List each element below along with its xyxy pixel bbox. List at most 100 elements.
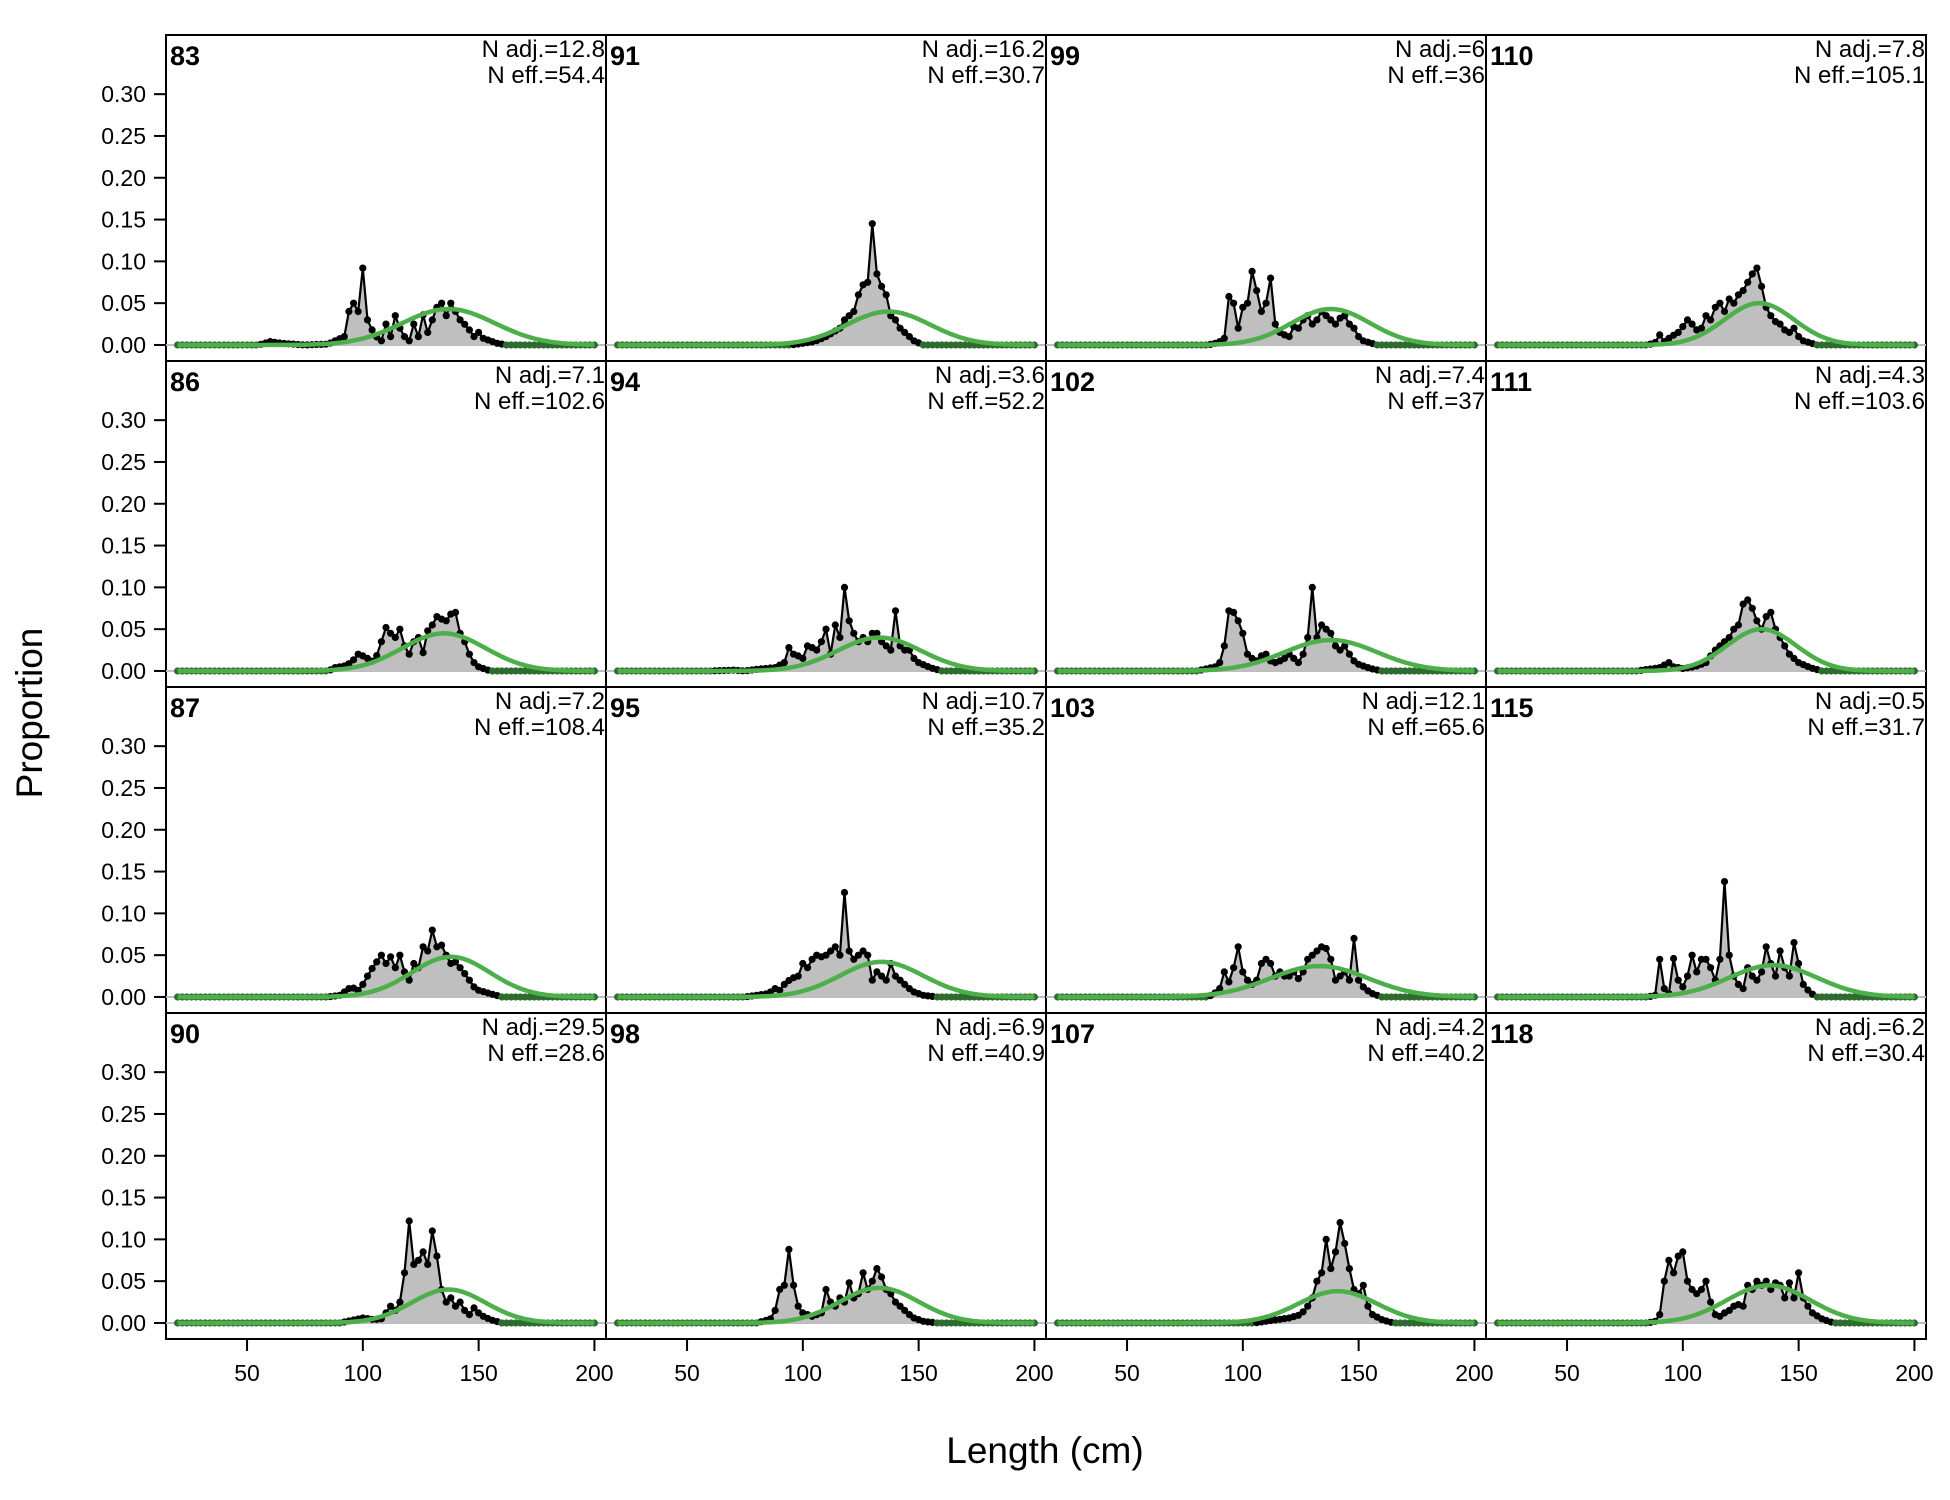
observed-point: [1670, 954, 1678, 963]
observed-point: [465, 976, 473, 984]
panel-frame: [1045, 360, 1487, 688]
observed-point: [1660, 1277, 1668, 1285]
observed-point: [1660, 985, 1668, 993]
observed-point: [1327, 955, 1335, 963]
observed-point: [1345, 650, 1353, 658]
observed-point: [1257, 959, 1265, 968]
observed-point: [350, 299, 358, 307]
observed-point: [859, 1269, 867, 1277]
observed-point: [1230, 299, 1238, 307]
expected-line: [1497, 626, 1915, 674]
observed-point: [414, 1256, 422, 1264]
observed-point: [1748, 972, 1756, 980]
observed-point: [470, 333, 478, 341]
x-tick-label: 200: [1455, 1360, 1493, 1386]
x-tick-label: 100: [784, 1360, 822, 1386]
observed-point: [1753, 617, 1761, 625]
panel-label: 111: [1490, 367, 1532, 397]
observed-point: [901, 328, 909, 336]
observed-point: [845, 617, 853, 625]
y-tick-label: 0.15: [101, 207, 146, 233]
observed-point: [1767, 608, 1775, 617]
observed-point: [845, 312, 853, 320]
observed-point: [410, 959, 418, 968]
observed-point: [391, 964, 399, 972]
y-tick-label: 0.10: [101, 900, 146, 926]
observed-point: [405, 650, 413, 658]
expected-line: [617, 309, 1035, 348]
observed-point: [1280, 654, 1289, 663]
panel-label: 94: [610, 367, 640, 397]
observed-point: [1220, 968, 1228, 976]
observed-point: [887, 646, 895, 654]
observed-point: [451, 608, 460, 617]
y-tick-label: 0.05: [101, 1268, 146, 1294]
observed-point: [1795, 1269, 1803, 1277]
observed-point: [1294, 324, 1302, 332]
observed-point: [882, 291, 890, 299]
observed-point: [864, 278, 872, 286]
expected-line: [1057, 963, 1475, 1000]
panel-87: 87 N adj.=7.2N eff.=108.4: [165, 686, 607, 1014]
observed-point: [1725, 633, 1733, 642]
observed-point: [382, 320, 390, 328]
n-adj-annotation: N adj.=7.8: [1815, 36, 1925, 63]
y-tick-label: 0.00: [101, 984, 146, 1010]
y-tick-label: 0.00: [101, 1310, 146, 1336]
n-eff-annotation: N eff.=40.2: [1367, 1040, 1485, 1067]
expected-line: [1057, 637, 1475, 674]
n-eff-annotation: N eff.=103.6: [1794, 388, 1925, 415]
panel-115: 115 N adj.=0.5N eff.=31.7: [1485, 686, 1927, 1014]
y-tick-label: 0.10: [101, 574, 146, 600]
x-tick-label: 150: [1779, 1360, 1817, 1386]
observed-point: [1758, 968, 1766, 976]
observed-point: [873, 270, 881, 278]
observed-point: [373, 958, 381, 966]
observed-point: [1697, 1285, 1705, 1294]
observed-point: [1345, 320, 1353, 328]
observed-point: [1665, 1256, 1673, 1264]
observed-point: [1790, 939, 1798, 947]
observed-point: [1262, 650, 1270, 658]
observed-point: [428, 1227, 436, 1235]
panel-label: 86: [170, 367, 200, 397]
observed-point: [1239, 968, 1247, 976]
observed-point: [1725, 1306, 1733, 1314]
observed-point: [891, 1298, 900, 1306]
observed-point: [442, 1298, 450, 1306]
expected-line: [177, 954, 595, 1000]
x-tick-label: 200: [575, 1360, 613, 1386]
observed-point: [1804, 1302, 1812, 1310]
observed-point: [465, 650, 473, 658]
observed-point: [878, 972, 886, 980]
observed-point: [428, 621, 436, 629]
panel-frame: [1485, 34, 1927, 362]
observed-point: [461, 320, 469, 328]
observed-point: [1790, 654, 1798, 663]
panel-label: 87: [170, 693, 200, 723]
n-eff-annotation: N eff.=30.7: [927, 62, 1045, 89]
observed-point: [354, 307, 362, 316]
panel-frame: [1485, 360, 1927, 688]
n-adj-annotation: N adj.=4.2: [1375, 1014, 1485, 1041]
observed-point: [410, 1260, 418, 1268]
x-tick-label: 100: [1224, 1360, 1262, 1386]
observed-point: [1744, 278, 1752, 286]
observed-point: [373, 652, 381, 660]
observed-point: [1313, 1277, 1321, 1285]
observed-area: [1057, 271, 1475, 345]
observed-point: [868, 976, 876, 984]
panel-86: 86 N adj.=7.1N eff.=102.6: [165, 360, 607, 688]
observed-point: [1707, 964, 1715, 972]
observed-point: [1267, 274, 1275, 282]
observed-point: [1799, 980, 1807, 989]
expected-line: [617, 959, 1035, 1000]
y-axis-title: Proportion: [9, 628, 50, 799]
n-adj-annotation: N adj.=7.2: [495, 688, 605, 715]
expected-line: [1497, 962, 1915, 1000]
observed-point: [1234, 617, 1242, 625]
observed-point: [891, 316, 900, 324]
observed-point: [1345, 976, 1353, 984]
observed-point: [905, 333, 914, 341]
observed-point: [456, 964, 464, 972]
